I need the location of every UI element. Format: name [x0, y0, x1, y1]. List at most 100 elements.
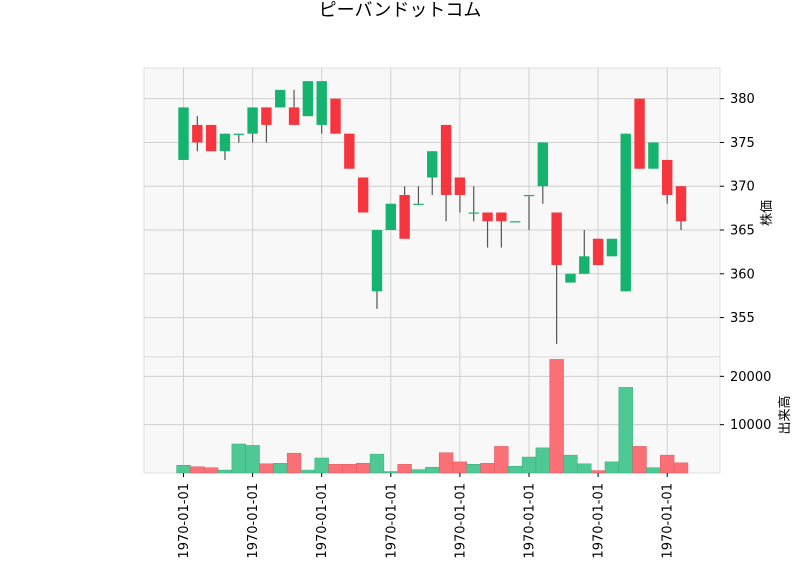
x-axis: 1970-01-01 1970-01-01 1970-01-01 1970-01-01… — [177, 473, 676, 559]
chart-title: ピーバンドットコム — [319, 0, 482, 21]
volume-bars — [176, 359, 689, 474]
volume-bar — [273, 463, 288, 474]
candle-body — [247, 107, 258, 134]
volume-bar — [452, 461, 468, 474]
x-tick-label: 1970-01-01 — [246, 483, 261, 559]
candle-body — [634, 98, 645, 169]
candle-body — [302, 81, 314, 117]
x-tick-label: 1970-01-01 — [177, 483, 192, 559]
price-tick-label: 380 — [730, 92, 755, 107]
candle-body — [496, 212, 507, 222]
candle-body — [385, 203, 396, 231]
candle-body — [440, 124, 452, 195]
volume-bar — [203, 467, 219, 474]
candle-body — [205, 124, 217, 152]
volume-tick-label: 10000 — [730, 418, 771, 433]
candle-body — [606, 238, 618, 257]
volume-bar — [604, 461, 620, 474]
volume-bar — [632, 446, 647, 474]
candle-body — [316, 81, 327, 125]
volume-bar — [660, 454, 675, 474]
price-tick-label: 375 — [730, 136, 755, 151]
candle-body — [344, 133, 355, 169]
volume-bar — [286, 452, 302, 474]
price-axis: 355 360 365 370 375 380 — [720, 92, 755, 326]
volume-bar — [383, 471, 398, 474]
x-tick-label: 1970-01-01 — [384, 483, 399, 559]
price-tick-label: 365 — [730, 224, 755, 239]
price-tick-label: 360 — [730, 267, 755, 282]
candle-body — [551, 212, 562, 266]
volume-bar — [397, 464, 412, 474]
volume-bar — [176, 465, 191, 474]
price-axis-label: 株価 — [760, 200, 775, 226]
candle-body — [454, 177, 466, 195]
volume-bar — [217, 469, 233, 474]
volume-bar — [328, 464, 343, 474]
volume-bar — [673, 462, 689, 474]
candle-body — [662, 159, 673, 195]
candle-body — [371, 230, 383, 292]
x-tick-label: 1970-01-01 — [661, 483, 676, 559]
candle-body — [288, 107, 300, 125]
volume-bar — [231, 443, 246, 474]
volume-bar — [521, 456, 537, 474]
candle-body — [219, 133, 231, 152]
volume-bar — [535, 447, 550, 474]
volume-axis-label: 出来高 — [777, 395, 793, 434]
candle-body — [620, 133, 631, 292]
candle-body — [413, 203, 424, 205]
volume-bar — [314, 457, 329, 474]
candle-body — [482, 212, 493, 222]
price-tick-label: 355 — [730, 311, 755, 326]
candle-body — [357, 177, 369, 213]
candle-body — [399, 194, 410, 239]
candles — [178, 81, 687, 344]
volume-bar — [438, 452, 454, 474]
volume-bar — [549, 359, 564, 474]
candle-body — [330, 98, 341, 134]
candle-body — [192, 124, 203, 143]
candle-body — [523, 194, 535, 197]
volume-bar — [646, 467, 661, 474]
volume-bar — [480, 463, 495, 474]
volume-bar — [508, 465, 523, 474]
volume-bar — [342, 464, 357, 474]
x-tick-label: 1970-01-01 — [592, 483, 607, 559]
volume-bar — [245, 445, 260, 474]
candle-body — [427, 151, 438, 178]
volume-bar — [466, 464, 481, 474]
price-tick-label: 370 — [730, 180, 755, 195]
volume-bar — [577, 463, 592, 474]
candle-body — [675, 186, 687, 222]
volume-bar — [590, 470, 606, 474]
candle-body — [648, 142, 659, 169]
volume-bar — [494, 446, 509, 474]
volume-bar — [259, 463, 274, 474]
x-tick-label: 1970-01-01 — [315, 483, 330, 559]
candle-body — [579, 256, 590, 274]
x-tick-label: 1970-01-01 — [523, 483, 538, 559]
candle-body — [565, 273, 576, 283]
volume-bar — [369, 453, 385, 474]
candle-body — [468, 212, 479, 214]
candle-body — [509, 221, 521, 223]
volume-bar — [563, 454, 578, 474]
candle-body — [275, 89, 286, 108]
candle-body — [261, 107, 272, 125]
grid — [144, 68, 720, 473]
volume-bar — [356, 463, 371, 474]
price-panel — [143, 67, 721, 358]
x-tick-label: 1970-01-01 — [453, 483, 468, 559]
candle-body — [592, 238, 604, 266]
candle-body — [537, 142, 549, 187]
volume-bar — [190, 466, 205, 474]
candle-body — [178, 107, 189, 160]
volume-tick-label: 20000 — [730, 370, 771, 385]
volume-axis: 10000 20000 — [720, 370, 771, 433]
volume-bar — [300, 469, 316, 474]
volume-bar — [411, 469, 426, 474]
volume-bar — [425, 466, 440, 474]
candle-body — [233, 133, 244, 135]
